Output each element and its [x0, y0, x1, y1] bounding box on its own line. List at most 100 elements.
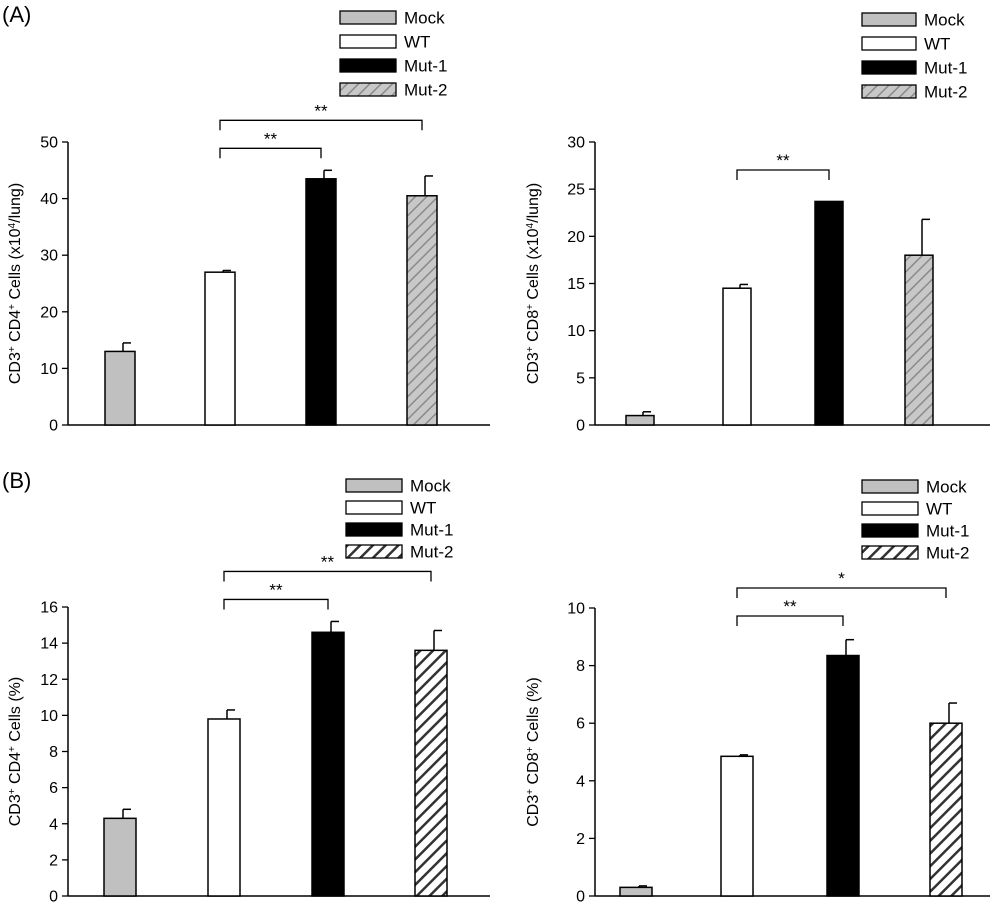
y-tick-label: 8	[576, 658, 585, 675]
legend-swatch-mock	[861, 479, 919, 494]
significance-label: **	[269, 580, 283, 599]
y-tick-label: 2	[576, 831, 585, 848]
y-tick-label: 30	[40, 248, 58, 265]
legend-swatch-mock	[339, 10, 397, 25]
y-tick-label: 2	[49, 852, 58, 869]
y-axis-label: CD3+ CD8+ Cells (x104/lung)	[525, 183, 543, 384]
y-tick-label: 15	[567, 276, 585, 293]
legend-label: WT	[410, 499, 436, 518]
significance-bracket	[736, 169, 830, 180]
bar-mut-2	[406, 195, 438, 426]
y-tick-label: 0	[576, 889, 585, 906]
y-tick-label: 20	[567, 229, 585, 246]
bar-mock	[625, 414, 655, 426]
bar-mut-1	[826, 654, 860, 897]
y-tick-label: 12	[40, 672, 58, 689]
legend-swatch-mut-1	[339, 58, 397, 73]
legend-label: Mock	[924, 11, 965, 30]
legend-label: Mut-2	[404, 81, 447, 100]
legend-swatch-wt	[861, 501, 919, 516]
legend-swatch-mut-1	[345, 522, 403, 537]
panel-label-b: (B)	[2, 468, 31, 493]
legend-swatch-wt	[339, 34, 397, 49]
y-tick-label: 14	[40, 636, 58, 653]
legend-swatch-mut-2	[345, 544, 403, 559]
bar-mut-2	[414, 649, 448, 897]
bar-wt	[722, 287, 752, 426]
bar-mut-2	[929, 722, 963, 897]
significance-bracket	[223, 598, 329, 610]
y-tick-label: 25	[567, 182, 585, 199]
significance-bracket	[736, 587, 947, 598]
legend-label: Mut-2	[410, 543, 453, 562]
legend-swatch-mut-1	[861, 523, 919, 538]
bar-wt	[207, 718, 241, 897]
significance-bracket	[219, 147, 322, 159]
bar-wt	[204, 271, 236, 426]
y-tick-label: 0	[576, 418, 585, 435]
chart-2: 0 5 10 15 20 25 30 CD3+ CD8+ Cells (x104/lung) *…	[525, 11, 990, 435]
panel-label-a: (A)	[2, 2, 31, 27]
legend-label: Mock	[404, 9, 445, 28]
legend-label: Mut-1	[410, 521, 453, 540]
y-tick-label: 0	[49, 418, 58, 435]
y-tick-label: 0	[49, 889, 58, 906]
legend-swatch-mut-2	[339, 82, 397, 97]
legend-label: WT	[404, 33, 430, 52]
bar-mut-2	[904, 254, 934, 426]
bar-mock	[104, 350, 136, 426]
significance-label: **	[314, 101, 328, 120]
legend-label: Mut-1	[924, 59, 967, 78]
significance-label: **	[264, 129, 278, 148]
y-tick-label: 5	[576, 370, 585, 387]
significance-label: *	[838, 569, 845, 588]
y-tick-label: 4	[49, 816, 58, 833]
bar-wt	[720, 755, 754, 897]
bar-mock	[619, 886, 653, 897]
legend-swatch-mock	[861, 12, 917, 27]
y-tick-label: 16	[40, 600, 58, 617]
y-axis-label: CD3+ CD8+ Cells (%)	[525, 677, 543, 827]
y-tick-label: 40	[40, 191, 58, 208]
legend-swatch-mut-2	[861, 84, 917, 99]
legend-label: Mock	[410, 477, 451, 496]
legend-swatch-mut-1	[861, 60, 917, 75]
bar-mut-1	[305, 178, 337, 426]
bar-mut-1	[311, 631, 345, 897]
y-axis-label: CD3+ CD4+ Cells (x104/lung)	[7, 183, 25, 384]
chart-3: 0 2 4 6 8 10 12 14 16 CD3+ CD4+ Cells (%) ** ** Mock…	[7, 477, 490, 906]
y-tick-label: 20	[40, 304, 58, 321]
significance-label: **	[321, 552, 335, 571]
legend-label: Mut-2	[926, 544, 969, 563]
significance-bracket	[219, 119, 423, 131]
y-tick-label: 10	[40, 361, 58, 378]
legend-swatch-mock	[345, 478, 403, 493]
significance-bracket	[223, 570, 432, 582]
legend-label: Mock	[926, 478, 967, 497]
y-tick-label: 10	[567, 323, 585, 340]
bar-mock	[103, 817, 137, 897]
y-tick-label: 8	[49, 744, 58, 761]
y-tick-label: 6	[576, 716, 585, 733]
legend-label: Mut-2	[924, 83, 967, 102]
legend-swatch-wt	[345, 500, 403, 515]
significance-bracket	[736, 615, 844, 626]
legend-label: WT	[926, 500, 952, 519]
legend-swatch-mut-2	[861, 545, 919, 560]
chart-1: 0 10 20 30 40 50 CD3+ CD4+ Cells (x104/lung) **…	[7, 9, 490, 435]
legend-label: WT	[924, 35, 950, 54]
y-tick-label: 4	[576, 773, 585, 790]
legend-label: Mut-1	[926, 522, 969, 541]
legend-label: Mut-1	[404, 57, 447, 76]
bar-mut-1	[814, 200, 844, 426]
significance-label: **	[783, 597, 797, 616]
significance-label: **	[776, 151, 790, 170]
y-tick-label: 10	[567, 601, 585, 618]
y-tick-label: 10	[40, 708, 58, 725]
y-tick-label: 50	[40, 135, 58, 152]
y-tick-label: 30	[567, 135, 585, 152]
legend-swatch-wt	[861, 36, 917, 51]
